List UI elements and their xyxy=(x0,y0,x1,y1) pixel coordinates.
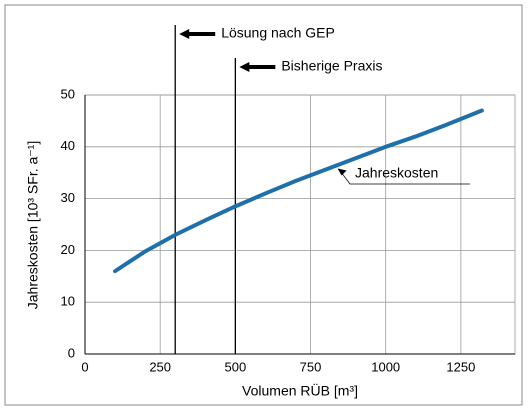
y-axis-label: Jahreskosten [10³ SFr. a⁻¹] xyxy=(25,141,41,309)
x-tick-label: 0 xyxy=(81,359,88,374)
frame xyxy=(4,4,523,406)
y-tick-label: 40 xyxy=(61,138,75,153)
arrow xyxy=(239,62,276,72)
y-tick-label: 50 xyxy=(61,86,75,101)
y-tick-label: 30 xyxy=(61,190,75,205)
y-tick-label: 20 xyxy=(61,242,75,257)
leader-line xyxy=(340,171,470,185)
plot-area xyxy=(84,94,516,355)
x-tick-label: 500 xyxy=(224,359,246,374)
x-tick-label: 1000 xyxy=(371,359,400,374)
y-tick-label: 0 xyxy=(68,345,75,360)
y-tick-label: 10 xyxy=(61,294,75,309)
leader-arrow xyxy=(337,168,347,176)
x-tick-label: 750 xyxy=(300,359,322,374)
series-label: Jahreskosten xyxy=(355,165,438,181)
reference-label: Bisherige Praxis xyxy=(281,58,382,74)
x-axis-label: Volumen RÜB [m³] xyxy=(242,382,358,399)
x-tick-label: 250 xyxy=(149,359,171,374)
data-line xyxy=(113,108,484,274)
reference-label: Lösung nach GEP xyxy=(221,25,335,41)
arrow xyxy=(179,29,216,39)
x-tick-label: 1250 xyxy=(446,359,475,374)
